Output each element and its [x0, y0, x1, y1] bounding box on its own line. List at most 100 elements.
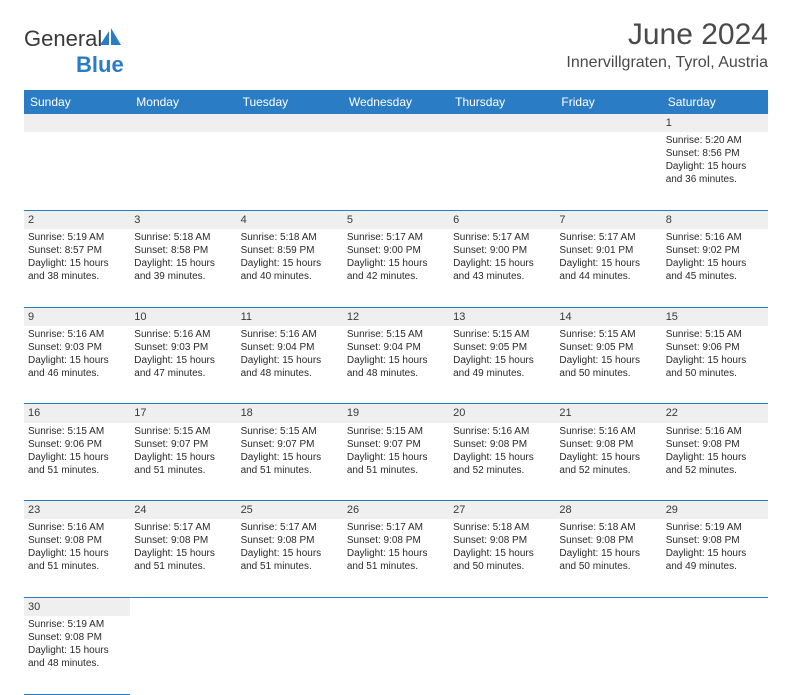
- day-details: Sunrise: 5:16 AMSunset: 9:03 PMDaylight:…: [28, 328, 126, 380]
- day-details: Sunrise: 5:15 AMSunset: 9:05 PMDaylight:…: [453, 328, 551, 380]
- sunset-line: Sunset: 9:04 PM: [347, 341, 445, 354]
- sunrise-line: Sunrise: 5:15 AM: [347, 425, 445, 438]
- daylight-line: Daylight: 15 hours and 42 minutes.: [347, 257, 445, 283]
- day-content-cell: [555, 616, 661, 694]
- daylight-line: Daylight: 15 hours and 48 minutes.: [347, 354, 445, 380]
- day-details: Sunrise: 5:17 AMSunset: 9:08 PMDaylight:…: [134, 521, 232, 573]
- weekday-wednesday: Wednesday: [343, 90, 449, 114]
- sunrise-line: Sunrise: 5:17 AM: [347, 521, 445, 534]
- day-details: Sunrise: 5:19 AMSunset: 9:08 PMDaylight:…: [28, 618, 126, 670]
- day-content-cell: Sunrise: 5:19 AMSunset: 8:57 PMDaylight:…: [24, 229, 130, 307]
- day-number-cell: 8: [662, 210, 768, 229]
- week-3-content: Sunrise: 5:15 AMSunset: 9:06 PMDaylight:…: [24, 423, 768, 501]
- day-number-cell: 7: [555, 210, 661, 229]
- day-content-cell: Sunrise: 5:16 AMSunset: 9:02 PMDaylight:…: [662, 229, 768, 307]
- daylight-line: Daylight: 15 hours and 48 minutes.: [241, 354, 339, 380]
- sunrise-line: Sunrise: 5:18 AM: [134, 231, 232, 244]
- logo: General Blue: [24, 26, 124, 78]
- day-number-cell: [449, 114, 555, 132]
- day-number-cell: 10: [130, 307, 236, 326]
- day-details: Sunrise: 5:15 AMSunset: 9:04 PMDaylight:…: [347, 328, 445, 380]
- week-4-content: Sunrise: 5:16 AMSunset: 9:08 PMDaylight:…: [24, 519, 768, 597]
- daylight-line: Daylight: 15 hours and 36 minutes.: [666, 160, 764, 186]
- day-content-cell: Sunrise: 5:17 AMSunset: 9:08 PMDaylight:…: [343, 519, 449, 597]
- day-number-cell: [237, 597, 343, 616]
- day-content-cell: Sunrise: 5:15 AMSunset: 9:07 PMDaylight:…: [130, 423, 236, 501]
- weekday-saturday: Saturday: [662, 90, 768, 114]
- sunrise-line: Sunrise: 5:15 AM: [453, 328, 551, 341]
- daylight-line: Daylight: 15 hours and 50 minutes.: [559, 354, 657, 380]
- sunset-line: Sunset: 9:03 PM: [28, 341, 126, 354]
- sunset-line: Sunset: 8:56 PM: [666, 147, 764, 160]
- day-number-cell: [24, 114, 130, 132]
- day-number-cell: 29: [662, 501, 768, 520]
- day-content-cell: Sunrise: 5:15 AMSunset: 9:06 PMDaylight:…: [662, 326, 768, 404]
- daylight-line: Daylight: 15 hours and 50 minutes.: [453, 547, 551, 573]
- day-content-cell: Sunrise: 5:17 AMSunset: 9:08 PMDaylight:…: [130, 519, 236, 597]
- day-content-cell: Sunrise: 5:16 AMSunset: 9:08 PMDaylight:…: [449, 423, 555, 501]
- day-content-cell: Sunrise: 5:18 AMSunset: 9:08 PMDaylight:…: [449, 519, 555, 597]
- daylight-line: Daylight: 15 hours and 39 minutes.: [134, 257, 232, 283]
- day-number-cell: 12: [343, 307, 449, 326]
- day-number-cell: 5: [343, 210, 449, 229]
- day-number-cell: [130, 597, 236, 616]
- weekday-thursday: Thursday: [449, 90, 555, 114]
- day-content-cell: Sunrise: 5:15 AMSunset: 9:07 PMDaylight:…: [237, 423, 343, 501]
- day-content-cell: Sunrise: 5:15 AMSunset: 9:07 PMDaylight:…: [343, 423, 449, 501]
- day-number-cell: 2: [24, 210, 130, 229]
- sunset-line: Sunset: 9:08 PM: [28, 631, 126, 644]
- day-content-cell: Sunrise: 5:17 AMSunset: 9:01 PMDaylight:…: [555, 229, 661, 307]
- sunset-line: Sunset: 9:08 PM: [666, 438, 764, 451]
- calendar-table: SundayMondayTuesdayWednesdayThursdayFrid…: [24, 90, 768, 695]
- sunset-line: Sunset: 9:05 PM: [453, 341, 551, 354]
- day-number-cell: 24: [130, 501, 236, 520]
- sunrise-line: Sunrise: 5:15 AM: [28, 425, 126, 438]
- day-content-cell: [449, 132, 555, 210]
- sunrise-line: Sunrise: 5:15 AM: [134, 425, 232, 438]
- day-details: Sunrise: 5:16 AMSunset: 9:08 PMDaylight:…: [453, 425, 551, 477]
- sunrise-line: Sunrise: 5:17 AM: [347, 231, 445, 244]
- week-1-content: Sunrise: 5:19 AMSunset: 8:57 PMDaylight:…: [24, 229, 768, 307]
- day-content-cell: Sunrise: 5:20 AMSunset: 8:56 PMDaylight:…: [662, 132, 768, 210]
- daylight-line: Daylight: 15 hours and 47 minutes.: [134, 354, 232, 380]
- sunset-line: Sunset: 8:57 PM: [28, 244, 126, 257]
- week-0-content: Sunrise: 5:20 AMSunset: 8:56 PMDaylight:…: [24, 132, 768, 210]
- day-content-cell: Sunrise: 5:17 AMSunset: 9:08 PMDaylight:…: [237, 519, 343, 597]
- day-details: Sunrise: 5:16 AMSunset: 9:08 PMDaylight:…: [666, 425, 764, 477]
- calendar-header: SundayMondayTuesdayWednesdayThursdayFrid…: [24, 90, 768, 114]
- day-content-cell: Sunrise: 5:15 AMSunset: 9:04 PMDaylight:…: [343, 326, 449, 404]
- daylight-line: Daylight: 15 hours and 52 minutes.: [666, 451, 764, 477]
- daylight-line: Daylight: 15 hours and 46 minutes.: [28, 354, 126, 380]
- sunset-line: Sunset: 9:08 PM: [241, 534, 339, 547]
- sunset-line: Sunset: 9:03 PM: [134, 341, 232, 354]
- day-content-cell: Sunrise: 5:16 AMSunset: 9:04 PMDaylight:…: [237, 326, 343, 404]
- day-number-cell: 20: [449, 404, 555, 423]
- day-details: Sunrise: 5:15 AMSunset: 9:06 PMDaylight:…: [28, 425, 126, 477]
- day-content-cell: Sunrise: 5:16 AMSunset: 9:08 PMDaylight:…: [662, 423, 768, 501]
- daylight-line: Daylight: 15 hours and 51 minutes.: [28, 547, 126, 573]
- day-number-cell: [343, 597, 449, 616]
- day-details: Sunrise: 5:17 AMSunset: 9:00 PMDaylight:…: [453, 231, 551, 283]
- day-details: Sunrise: 5:18 AMSunset: 9:08 PMDaylight:…: [559, 521, 657, 573]
- sunset-line: Sunset: 9:06 PM: [666, 341, 764, 354]
- day-details: Sunrise: 5:17 AMSunset: 9:08 PMDaylight:…: [241, 521, 339, 573]
- week-4-numbers: 23242526272829: [24, 501, 768, 520]
- day-content-cell: [237, 132, 343, 210]
- day-number-cell: [237, 114, 343, 132]
- sunrise-line: Sunrise: 5:15 AM: [666, 328, 764, 341]
- day-details: Sunrise: 5:18 AMSunset: 9:08 PMDaylight:…: [453, 521, 551, 573]
- sunset-line: Sunset: 9:07 PM: [347, 438, 445, 451]
- week-5-numbers: 30: [24, 597, 768, 616]
- daylight-line: Daylight: 15 hours and 52 minutes.: [453, 451, 551, 477]
- day-number-cell: 18: [237, 404, 343, 423]
- logo-text-1: General: [24, 26, 102, 51]
- day-content-cell: Sunrise: 5:18 AMSunset: 8:58 PMDaylight:…: [130, 229, 236, 307]
- sunrise-line: Sunrise: 5:18 AM: [453, 521, 551, 534]
- day-details: Sunrise: 5:17 AMSunset: 9:01 PMDaylight:…: [559, 231, 657, 283]
- sunrise-line: Sunrise: 5:15 AM: [347, 328, 445, 341]
- day-content-cell: Sunrise: 5:15 AMSunset: 9:05 PMDaylight:…: [555, 326, 661, 404]
- sunset-line: Sunset: 9:08 PM: [559, 438, 657, 451]
- day-content-cell: Sunrise: 5:15 AMSunset: 9:05 PMDaylight:…: [449, 326, 555, 404]
- day-details: Sunrise: 5:16 AMSunset: 9:03 PMDaylight:…: [134, 328, 232, 380]
- sunrise-line: Sunrise: 5:18 AM: [559, 521, 657, 534]
